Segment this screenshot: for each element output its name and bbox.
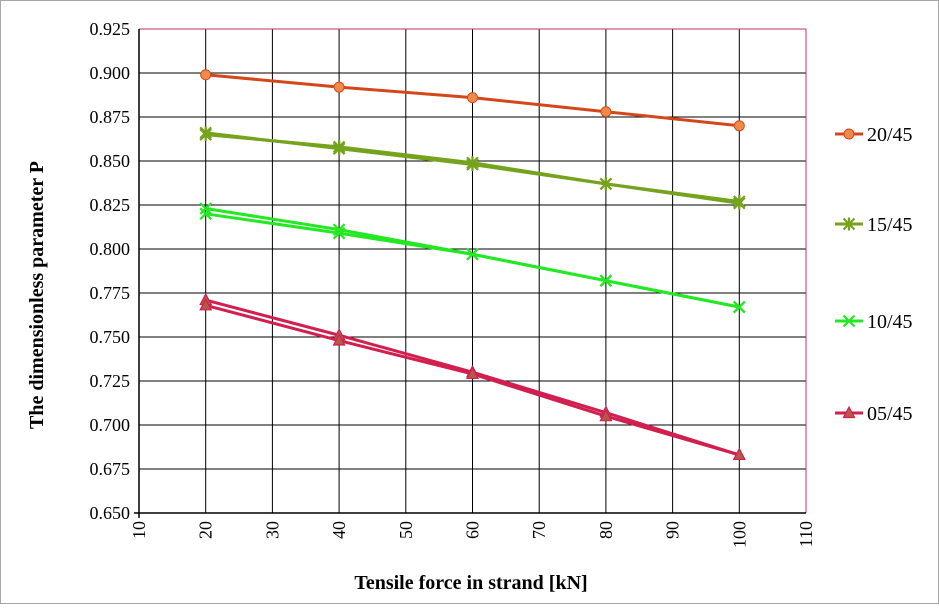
- x-tick-labels: 10 20 30 40 50 60 70 80 90 100 110: [129, 521, 816, 548]
- x-tick-label: 30: [262, 521, 282, 539]
- legend-marker: [842, 314, 856, 328]
- data-point: [466, 156, 479, 170]
- x-tick-label: 40: [329, 521, 349, 539]
- x-tick-label: 60: [463, 521, 483, 539]
- y-tick-label: 0.850: [90, 151, 131, 171]
- legend-item: 15/45: [835, 214, 913, 236]
- data-point: [199, 207, 212, 221]
- series-20-45: [200, 69, 745, 132]
- data-point: [733, 120, 745, 132]
- data-point: [332, 223, 346, 236]
- legend-label: 15/45: [867, 214, 913, 236]
- plot-border: [134, 28, 807, 518]
- data-point: [467, 92, 478, 104]
- y-axis-label: The dimensionless parameter P: [26, 161, 48, 429]
- data-point: [332, 226, 346, 240]
- legend-label: 10/45: [867, 311, 913, 333]
- series-layer: [199, 69, 746, 461]
- series-05-45: [199, 292, 746, 461]
- data-point: [466, 366, 479, 380]
- data-point: [600, 106, 612, 118]
- legend-marker: [842, 405, 856, 419]
- data-point: [332, 140, 346, 154]
- y-tick-label: 0.875: [90, 107, 131, 127]
- data-point: [199, 298, 213, 311]
- x-axis-label: Tensile force in strand [kN]: [354, 572, 587, 594]
- series-10-45: [199, 202, 746, 314]
- x-tick-label: 50: [396, 521, 416, 539]
- y-tick-label: 0.800: [90, 239, 131, 259]
- y-tick-label: 0.775: [90, 283, 131, 303]
- legend-item: 10/45: [835, 311, 913, 333]
- legend-item: 05/45: [835, 403, 913, 425]
- data-point: [466, 248, 479, 261]
- data-point: [199, 128, 212, 142]
- y-tick-labels: 0.650 0.675 0.700 0.725 0.750 0.775 0.800 0.825…: [90, 19, 131, 523]
- data-point: [733, 194, 746, 208]
- x-tick-label: 70: [529, 521, 549, 539]
- series-15-45: [199, 126, 746, 210]
- x-tick-label: 80: [596, 521, 616, 539]
- y-tick-label: 0.825: [90, 195, 131, 215]
- data-point: [333, 81, 345, 93]
- x-tick-label: 110: [796, 521, 816, 547]
- data-point: [733, 300, 746, 314]
- data-point: [599, 177, 613, 191]
- legend-label: 20/45: [867, 124, 913, 146]
- x-tick-label: 20: [196, 521, 216, 539]
- data-point: [200, 69, 212, 81]
- y-tick-label: 0.675: [90, 459, 131, 479]
- data-point: [599, 408, 613, 422]
- legend-marker: [842, 217, 856, 231]
- y-tick-label: 0.925: [90, 19, 131, 39]
- data-point: [599, 274, 613, 287]
- data-point: [732, 447, 746, 461]
- data-point: [332, 333, 346, 346]
- legend-label: 05/45: [867, 403, 913, 425]
- data-point: [199, 202, 212, 215]
- y-tick-label: 0.900: [90, 63, 131, 83]
- x-tick-label: 10: [129, 521, 149, 539]
- legend-item: 20/45: [835, 124, 913, 146]
- y-tick-label: 0.750: [90, 327, 131, 347]
- x-tick-label: 90: [663, 521, 683, 539]
- y-tick-label: 0.650: [90, 503, 131, 523]
- legend-marker: [843, 128, 855, 140]
- y-tick-label: 0.700: [90, 415, 131, 435]
- legend: 20/45 15/45 10/45 05/45: [835, 124, 913, 425]
- y-tick-label: 0.725: [90, 371, 131, 391]
- x-tick-label: 100: [729, 521, 749, 548]
